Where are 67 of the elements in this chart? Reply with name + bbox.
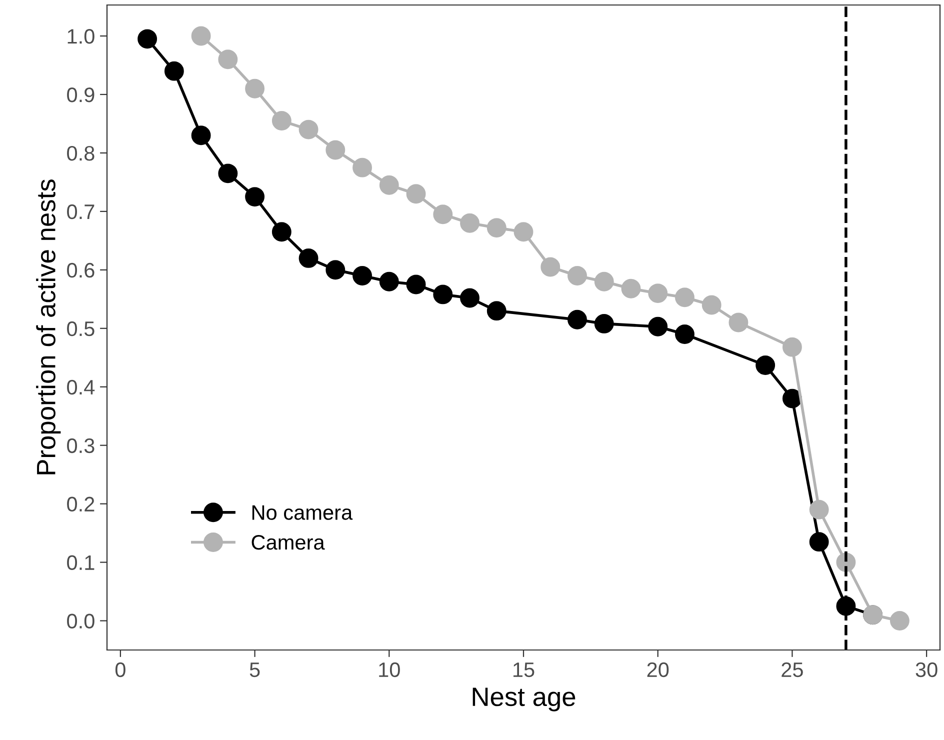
point (890, 611, 910, 630)
point (218, 50, 238, 70)
point (379, 272, 399, 292)
point (675, 288, 694, 308)
y-tick-label: 0.2 (67, 496, 94, 512)
point (675, 324, 694, 344)
point (164, 61, 184, 81)
point (326, 260, 346, 280)
x-tick-label: 25 (782, 662, 803, 678)
y-tick-label: 1.0 (68, 28, 94, 44)
point (245, 187, 265, 207)
y-tick-label: 0.1 (67, 555, 94, 570)
point (514, 222, 534, 242)
point (191, 26, 211, 46)
y-tick-label: 0.6 (67, 262, 94, 278)
x-tick-label: 10 (379, 662, 400, 678)
point (191, 126, 211, 146)
point (352, 266, 372, 286)
point (460, 288, 480, 308)
point (782, 388, 802, 408)
point (245, 78, 265, 98)
point (809, 532, 829, 552)
point (594, 272, 614, 292)
point (298, 248, 318, 268)
point (326, 140, 346, 160)
legend-label: Camera (252, 534, 325, 550)
point (460, 213, 480, 233)
point (218, 164, 238, 184)
x-tick-label: 5 (250, 662, 260, 678)
y-tick-label: 0.4 (67, 380, 95, 395)
point (702, 295, 722, 315)
point (728, 312, 748, 332)
point (352, 158, 372, 178)
y-axis-title: Proportion of active nests (36, 180, 61, 474)
x-tick-label: 30 (916, 662, 938, 678)
point (433, 204, 453, 224)
point (272, 222, 292, 242)
point (621, 278, 641, 298)
y-tick-label: 0.9 (67, 87, 94, 102)
point (486, 301, 506, 321)
point (406, 274, 426, 294)
point (809, 500, 829, 520)
point (406, 184, 426, 204)
point (782, 337, 802, 357)
y-tick-label: 0.5 (67, 321, 94, 336)
point (298, 120, 318, 140)
legend-label: No camera (252, 505, 353, 520)
x-axis-title: Nest age (472, 688, 576, 712)
y-tick-label: 0.3 (67, 438, 94, 454)
point (486, 218, 506, 238)
point (272, 111, 292, 131)
point (594, 314, 614, 334)
y-tick-label: 0.8 (67, 146, 94, 161)
y-tick-label: 0.0 (67, 614, 94, 629)
x-tick-label: 15 (514, 662, 534, 678)
point (568, 310, 587, 330)
point (568, 266, 587, 286)
point (648, 316, 668, 336)
point (540, 257, 560, 277)
y-tick-label: 0.7 (67, 204, 94, 220)
point (138, 29, 158, 49)
point (433, 284, 453, 304)
point (648, 284, 668, 304)
x-tick-label: 0 (115, 662, 126, 678)
x-tick-label: 20 (647, 662, 669, 678)
point (756, 355, 776, 375)
point (379, 175, 399, 195)
